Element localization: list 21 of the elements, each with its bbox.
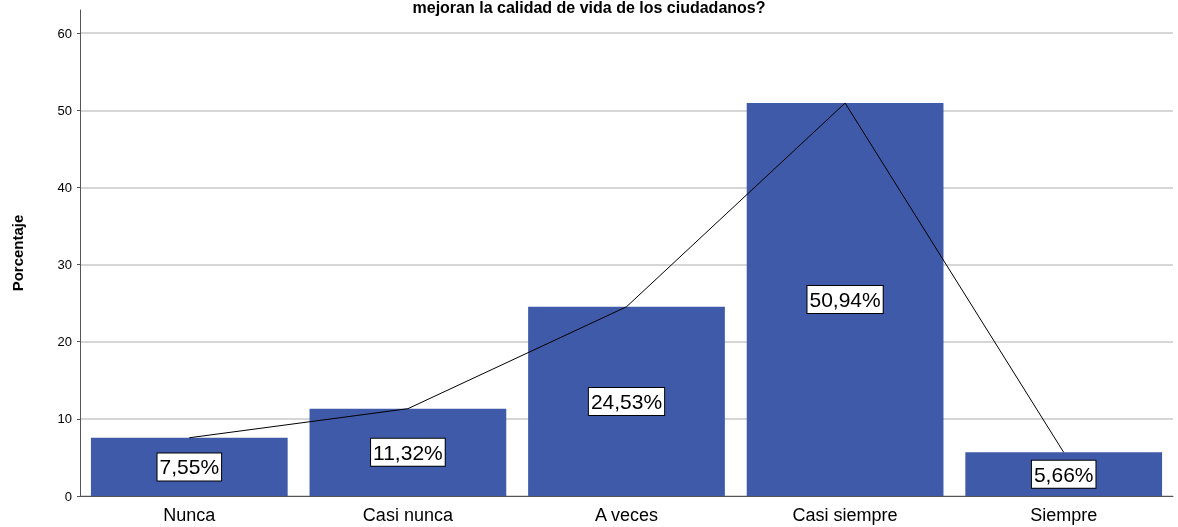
bar: [746, 103, 944, 496]
x-tick-label: A veces: [594, 505, 659, 525]
x-tick-label: Siempre: [1030, 505, 1098, 525]
data-label: 7,55%: [159, 455, 220, 479]
y-tick-label: 60: [57, 25, 72, 41]
y-axis-title: Porcentaje: [9, 214, 26, 292]
y-tick-label: 30: [57, 257, 72, 273]
y-tick-label: 20: [57, 334, 72, 350]
bar: [528, 306, 725, 496]
y-tick-label: 40: [57, 179, 72, 195]
y-tick-label: 0: [64, 488, 72, 504]
data-label: 5,66%: [1033, 462, 1094, 486]
x-tick-label: Nunca: [163, 505, 217, 525]
x-tick-label: Casi nunca: [362, 505, 454, 525]
x-tick-label: Casi siempre: [792, 505, 898, 525]
data-label: 50,94%: [809, 288, 881, 312]
y-tick-label: 50: [57, 102, 72, 118]
data-label: 24,53%: [590, 389, 663, 413]
chart-title: mejoran la calidad de vida de los ciudadanos?: [412, 0, 766, 16]
y-tick-label: 10: [57, 411, 72, 427]
data-label: 11,32%: [373, 440, 443, 464]
